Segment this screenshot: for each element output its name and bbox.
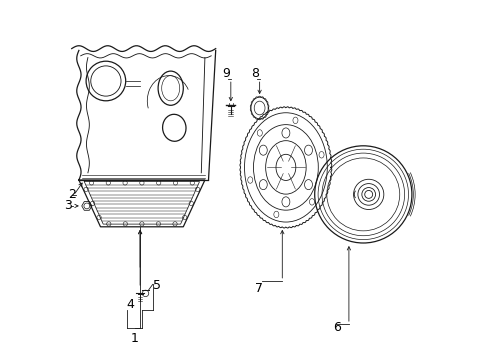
Text: 9: 9 [222,67,229,80]
Text: 1: 1 [130,332,139,345]
Text: 2: 2 [68,188,76,201]
Text: 6: 6 [332,321,340,334]
Text: 5: 5 [153,279,161,292]
Text: 8: 8 [251,67,259,80]
Text: 7: 7 [254,282,263,294]
Text: 3: 3 [64,199,72,212]
Text: 4: 4 [126,298,134,311]
